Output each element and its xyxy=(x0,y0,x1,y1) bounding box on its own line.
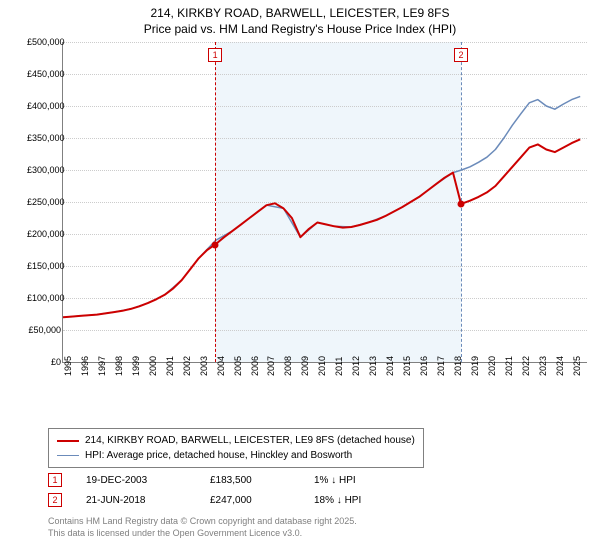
x-axis-label: 1995 xyxy=(63,356,73,376)
sale-point-icon xyxy=(458,200,465,207)
footer-text: Contains HM Land Registry data © Crown c… xyxy=(48,516,357,539)
x-axis-label: 2011 xyxy=(334,357,344,376)
y-axis-label: £500,000 xyxy=(27,37,61,47)
transaction-hpi-diff: 18% ↓ HPI xyxy=(314,495,361,506)
x-axis-label: 2006 xyxy=(250,356,260,376)
legend-row: 214, KIRKBY ROAD, BARWELL, LEICESTER, LE… xyxy=(57,433,415,448)
transaction-row: 2 21-JUN-2018 £247,000 18% ↓ HPI xyxy=(48,490,361,510)
y-axis-label: £150,000 xyxy=(27,261,61,271)
sale-point-icon xyxy=(212,241,219,248)
transaction-table: 1 19-DEC-2003 £183,500 1% ↓ HPI 2 21-JUN-2018… xyxy=(48,470,361,510)
x-axis-label: 2021 xyxy=(504,356,514,376)
x-axis-label: 2025 xyxy=(572,356,582,376)
transaction-price: £183,500 xyxy=(210,475,290,486)
y-axis-label: £50,000 xyxy=(27,325,61,335)
x-axis-label: 2004 xyxy=(216,356,226,376)
series-price_paid xyxy=(63,139,580,317)
transaction-marker-icon: 2 xyxy=(48,493,62,507)
x-axis-label: 1998 xyxy=(114,356,124,376)
plot-area: £0£50,000£100,000£150,000£200,000£250,00… xyxy=(62,42,587,363)
x-axis-label: 1996 xyxy=(80,356,90,376)
sale-marker-number: 1 xyxy=(208,48,222,62)
y-axis-label: £250,000 xyxy=(27,197,61,207)
x-axis-label: 2000 xyxy=(148,356,158,376)
x-axis-label: 1997 xyxy=(97,356,107,376)
x-axis-label: 1999 xyxy=(131,356,141,376)
title-line1: 214, KIRKBY ROAD, BARWELL, LEICESTER, LE… xyxy=(0,6,600,22)
y-axis-label: £400,000 xyxy=(27,101,61,111)
legend-row: HPI: Average price, detached house, Hinc… xyxy=(57,448,415,463)
transaction-date: 21-JUN-2018 xyxy=(86,495,186,506)
transaction-row: 1 19-DEC-2003 £183,500 1% ↓ HPI xyxy=(48,470,361,490)
line-series-svg xyxy=(63,42,587,362)
x-axis-label: 2002 xyxy=(182,356,192,376)
legend: 214, KIRKBY ROAD, BARWELL, LEICESTER, LE… xyxy=(48,428,424,468)
title-line2: Price paid vs. HM Land Registry's House … xyxy=(0,22,600,38)
x-axis-label: 2020 xyxy=(487,356,497,376)
x-axis-label: 2023 xyxy=(538,356,548,376)
x-axis-label: 2013 xyxy=(368,356,378,376)
x-axis-label: 2019 xyxy=(470,356,480,376)
sale-marker-line xyxy=(215,42,216,362)
transaction-marker-icon: 1 xyxy=(48,473,62,487)
chart-area: £0£50,000£100,000£150,000£200,000£250,00… xyxy=(32,42,588,392)
y-axis-label: £100,000 xyxy=(27,293,61,303)
x-axis-label: 2010 xyxy=(317,356,327,376)
legend-label: HPI: Average price, detached house, Hinc… xyxy=(85,448,352,463)
legend-swatch-icon xyxy=(57,455,79,456)
x-axis-label: 2007 xyxy=(266,356,276,376)
transaction-hpi-diff: 1% ↓ HPI xyxy=(314,475,356,486)
y-axis-label: £450,000 xyxy=(27,69,61,79)
sale-marker-number: 2 xyxy=(454,48,468,62)
x-axis-label: 2022 xyxy=(521,356,531,376)
x-axis-label: 2024 xyxy=(555,356,565,376)
chart-container: 214, KIRKBY ROAD, BARWELL, LEICESTER, LE… xyxy=(0,0,600,560)
x-axis-label: 2016 xyxy=(419,356,429,376)
x-axis-label: 2014 xyxy=(385,356,395,376)
y-axis-label: £350,000 xyxy=(27,133,61,143)
x-axis-label: 2001 xyxy=(165,356,175,376)
title-block: 214, KIRKBY ROAD, BARWELL, LEICESTER, LE… xyxy=(0,0,600,37)
y-axis-label: £0 xyxy=(27,357,61,367)
x-axis-label: 2005 xyxy=(233,356,243,376)
x-axis-label: 2003 xyxy=(199,356,209,376)
y-axis-label: £300,000 xyxy=(27,165,61,175)
x-axis-label: 2009 xyxy=(300,356,310,376)
x-axis-label: 2008 xyxy=(283,356,293,376)
x-axis-label: 2015 xyxy=(402,356,412,376)
legend-swatch-icon xyxy=(57,440,79,442)
series-hpi xyxy=(63,96,580,317)
footer-line2: This data is licensed under the Open Gov… xyxy=(48,528,357,540)
legend-label: 214, KIRKBY ROAD, BARWELL, LEICESTER, LE… xyxy=(85,433,415,448)
transaction-date: 19-DEC-2003 xyxy=(86,475,186,486)
x-axis-label: 2012 xyxy=(351,356,361,376)
y-axis-label: £200,000 xyxy=(27,229,61,239)
x-axis-label: 2017 xyxy=(436,356,446,376)
transaction-price: £247,000 xyxy=(210,495,290,506)
footer-line1: Contains HM Land Registry data © Crown c… xyxy=(48,516,357,528)
